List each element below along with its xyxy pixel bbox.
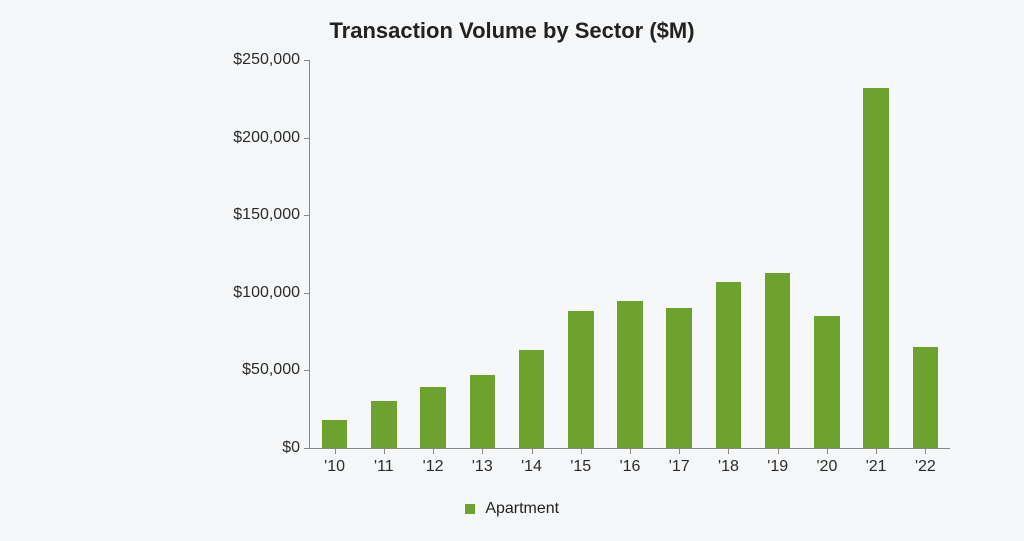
chart-title: Transaction Volume by Sector ($M) [0, 18, 1024, 44]
x-tick-label: '21 [866, 458, 887, 476]
plot-area [310, 60, 950, 448]
x-tick-label: '14 [521, 458, 542, 476]
y-tick-mark [304, 448, 310, 449]
legend: Apartment [0, 500, 1024, 518]
x-tick-mark [827, 448, 828, 454]
x-tick-label: '10 [324, 458, 345, 476]
x-tick-mark [433, 448, 434, 454]
x-tick-mark [679, 448, 680, 454]
y-tick-mark [304, 60, 310, 61]
x-tick-mark [532, 448, 533, 454]
x-tick-label: '12 [423, 458, 444, 476]
x-tick-mark [876, 448, 877, 454]
x-tick-mark [335, 448, 336, 454]
legend-label: Apartment [485, 500, 559, 518]
bar [470, 375, 496, 448]
bar [420, 387, 446, 448]
bar [666, 308, 692, 448]
x-tick-mark [581, 448, 582, 454]
x-tick-label: '17 [669, 458, 690, 476]
bar [913, 347, 939, 448]
bar [568, 311, 594, 448]
x-tick-mark [384, 448, 385, 454]
bar [765, 273, 791, 448]
x-tick-mark [925, 448, 926, 454]
legend-swatch [465, 504, 475, 514]
y-tick-label: $0 [0, 439, 300, 457]
x-tick-mark [778, 448, 779, 454]
y-tick-label: $250,000 [0, 51, 300, 69]
bar [371, 401, 397, 448]
chart-container: Transaction Volume by Sector ($M) Apartm… [0, 0, 1024, 541]
y-tick-label: $50,000 [0, 361, 300, 379]
y-axis-line [309, 60, 310, 448]
y-tick-mark [304, 293, 310, 294]
y-tick-label: $100,000 [0, 284, 300, 302]
x-tick-mark [630, 448, 631, 454]
x-tick-label: '18 [718, 458, 739, 476]
x-tick-label: '19 [767, 458, 788, 476]
bar [814, 316, 840, 448]
x-tick-mark [728, 448, 729, 454]
x-tick-mark [482, 448, 483, 454]
x-tick-label: '16 [620, 458, 641, 476]
bar [519, 350, 545, 448]
y-tick-label: $150,000 [0, 206, 300, 224]
y-tick-mark [304, 215, 310, 216]
y-tick-mark [304, 370, 310, 371]
bar [716, 282, 742, 448]
y-tick-mark [304, 138, 310, 139]
x-tick-label: '13 [472, 458, 493, 476]
x-tick-label: '22 [915, 458, 936, 476]
x-tick-label: '11 [374, 458, 394, 476]
x-tick-label: '20 [816, 458, 837, 476]
y-tick-label: $200,000 [0, 129, 300, 147]
bar [617, 301, 643, 448]
bar [322, 420, 348, 448]
x-tick-label: '15 [570, 458, 591, 476]
bar [863, 88, 889, 448]
